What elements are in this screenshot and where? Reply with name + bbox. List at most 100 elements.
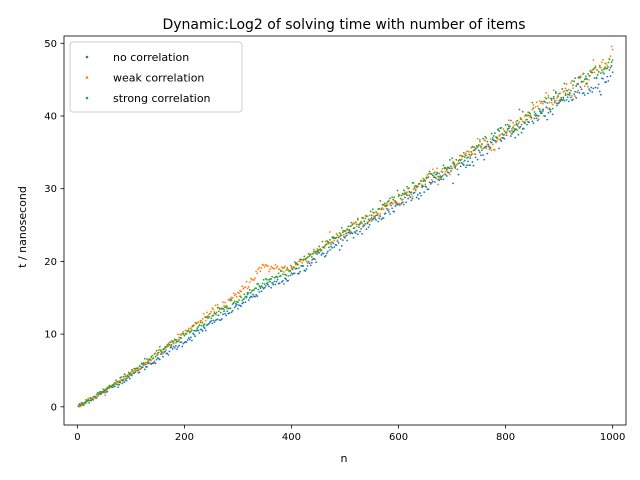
data-point — [500, 140, 503, 142]
data-point — [496, 140, 498, 143]
data-point — [143, 357, 146, 360]
data-point — [534, 114, 537, 117]
data-point — [330, 243, 332, 245]
data-point — [429, 183, 432, 186]
data-point — [331, 240, 334, 243]
data-point — [532, 122, 535, 125]
data-point — [565, 83, 568, 85]
data-point — [356, 217, 359, 220]
data-point — [552, 95, 555, 98]
data-point — [528, 111, 531, 114]
data-point — [447, 166, 450, 169]
data-point — [362, 217, 365, 220]
data-point — [510, 135, 512, 137]
data-point — [155, 358, 158, 361]
data-point — [118, 381, 121, 383]
data-point — [293, 272, 296, 275]
plot-frame — [63, 35, 627, 426]
data-point — [537, 118, 540, 121]
data-point — [152, 357, 155, 360]
data-point — [610, 45, 613, 48]
data-point — [431, 168, 434, 171]
data-point — [178, 344, 180, 347]
legend-marker — [85, 55, 89, 59]
data-point — [420, 194, 422, 197]
data-point — [194, 335, 197, 338]
data-point — [260, 267, 263, 269]
data-point — [474, 156, 477, 159]
data-point — [482, 154, 484, 157]
data-point — [608, 69, 611, 71]
data-point — [430, 173, 433, 176]
data-point — [557, 94, 559, 97]
data-point — [187, 329, 190, 332]
data-point — [587, 73, 589, 75]
data-point — [88, 401, 91, 404]
data-point — [356, 218, 359, 221]
data-point — [457, 159, 460, 162]
data-point — [242, 298, 245, 301]
data-point — [603, 67, 605, 70]
data-point — [146, 366, 148, 368]
data-point — [498, 135, 501, 137]
data-point — [382, 208, 385, 211]
data-point — [124, 375, 127, 378]
data-point — [192, 324, 194, 327]
data-point — [457, 173, 460, 176]
data-point — [417, 197, 420, 200]
data-point — [389, 197, 391, 200]
data-point — [122, 375, 125, 378]
data-point — [605, 81, 608, 83]
data-point — [557, 95, 559, 98]
data-point — [397, 195, 400, 198]
data-point — [329, 231, 331, 233]
data-point — [142, 362, 145, 365]
data-point — [548, 107, 551, 110]
data-point — [289, 274, 292, 277]
data-point — [77, 405, 80, 407]
data-point — [485, 137, 488, 140]
data-point — [170, 344, 173, 346]
data-point — [366, 221, 369, 224]
data-point — [340, 227, 343, 229]
data-point — [540, 112, 542, 115]
data-point — [579, 75, 582, 78]
data-point — [609, 55, 612, 58]
data-point — [556, 102, 558, 105]
data-point — [278, 282, 281, 285]
data-point — [228, 312, 231, 314]
data-point — [310, 259, 313, 262]
data-point — [172, 345, 175, 348]
data-point — [245, 296, 248, 299]
data-point — [435, 177, 437, 179]
data-point — [240, 296, 243, 299]
data-point — [520, 123, 523, 126]
data-point — [254, 295, 256, 298]
data-point — [552, 89, 555, 92]
data-point — [503, 137, 506, 140]
y-tick-label: 10 — [44, 330, 57, 341]
data-point — [232, 301, 235, 304]
data-point — [510, 132, 512, 135]
data-point — [576, 91, 579, 94]
data-point — [182, 333, 185, 335]
data-point — [359, 230, 361, 233]
data-point — [225, 306, 228, 308]
data-point — [172, 342, 175, 345]
data-point — [353, 222, 356, 225]
data-point — [610, 65, 613, 67]
data-point — [290, 272, 293, 275]
data-point — [413, 186, 416, 189]
data-point — [238, 292, 240, 295]
data-point — [594, 65, 597, 67]
data-point — [422, 177, 425, 180]
data-point — [107, 386, 110, 389]
data-point — [550, 97, 553, 100]
data-point — [335, 244, 338, 247]
data-point — [252, 293, 254, 296]
y-axis-label: t / nanosecond — [16, 186, 29, 268]
data-point — [158, 358, 161, 361]
data-point — [558, 101, 560, 104]
data-point — [354, 221, 357, 224]
data-point — [346, 234, 349, 236]
